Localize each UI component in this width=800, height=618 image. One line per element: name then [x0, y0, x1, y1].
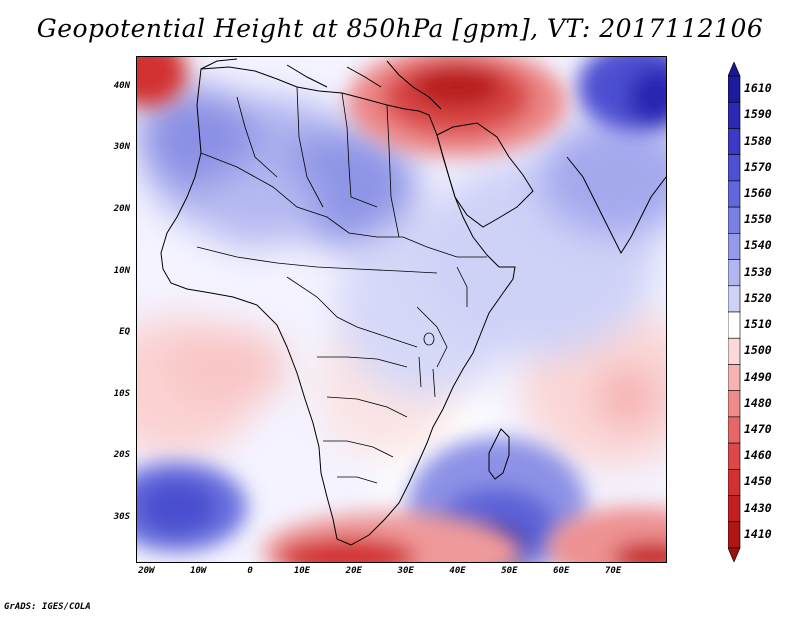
- colorbar-low-arrow: [728, 547, 741, 562]
- colorbar-label: 1540: [744, 238, 772, 253]
- field-subtropical-highs: [137, 57, 666, 562]
- lat-tick-label: 30S: [113, 511, 130, 522]
- lon-tick-label: 60E: [553, 566, 570, 576]
- lat-tick-label: 30N: [113, 142, 130, 153]
- colorbar-swatch: [728, 495, 741, 523]
- africa-coastline: [160, 66, 516, 546]
- map-panel: [136, 56, 667, 563]
- country-borders: [196, 86, 487, 484]
- grads-credit: GrADS: IGES/COLA: [4, 602, 91, 612]
- field-continental-highs: [137, 87, 666, 397]
- colorbar-swatch: [728, 285, 741, 313]
- colorbar-label: 1510: [744, 317, 772, 332]
- colorbar-label: 1410: [744, 526, 772, 541]
- lon-tick-label: 0: [247, 566, 253, 576]
- lon-tick-label: 40E: [449, 566, 466, 576]
- colorbar-label: 1610: [744, 81, 772, 96]
- lat-tick-label: 10N: [113, 265, 130, 276]
- lakes: [418, 332, 436, 398]
- colorbar-label: 1460: [744, 448, 772, 463]
- lat-tick-label: EQ: [119, 327, 130, 338]
- colorbar-label: 1490: [744, 369, 772, 384]
- colorbar-label: 1530: [744, 264, 772, 279]
- colorbar-swatch: [728, 311, 741, 339]
- colorbar-swatch: [728, 75, 741, 103]
- colorbar-label: 1580: [744, 133, 772, 148]
- lat-tick-label: 40N: [113, 80, 130, 91]
- colorbar-swatch: [728, 180, 741, 208]
- colorbar-label: 1520: [744, 290, 772, 305]
- colorbar-swatch: [728, 259, 741, 287]
- colorbar-label: 1480: [744, 395, 772, 410]
- geopotential-map: [137, 57, 666, 562]
- colorbar-swatch: [728, 442, 741, 470]
- colorbar-swatch: [728, 521, 741, 549]
- colorbar-swatch: [728, 233, 741, 260]
- lon-tick-label: 50E: [501, 566, 518, 576]
- colorbar-label: 1590: [744, 107, 772, 122]
- colorbar-swatch: [728, 337, 741, 365]
- colorbar-swatch: [728, 416, 741, 444]
- lat-tick-label: 10S: [113, 388, 130, 399]
- lat-tick-label: 20N: [113, 203, 130, 214]
- lon-tick-label: 20W: [138, 566, 155, 576]
- colorbar-label: 1430: [744, 500, 772, 515]
- colorbar-swatch: [728, 154, 741, 182]
- colorbar-swatch: [728, 469, 741, 496]
- field-lows: [137, 57, 666, 562]
- colorbar-swatch: [728, 390, 741, 418]
- colorbar-label: 1450: [744, 474, 772, 489]
- lon-tick-label: 20E: [345, 566, 362, 576]
- lon-tick-label: 30E: [397, 566, 414, 576]
- colorbar-label: 1560: [744, 186, 772, 200]
- arabia-coastline: [436, 122, 534, 228]
- colorbar-label: 1570: [744, 159, 772, 174]
- europe-coastline: [200, 58, 442, 110]
- lat-tick-label: 20S: [113, 450, 130, 461]
- colorbar-swatch: [728, 206, 741, 234]
- madagascar-coastline: [488, 428, 510, 480]
- lon-tick-label: 10W: [190, 566, 207, 576]
- colorbar-label: 1470: [744, 422, 772, 436]
- india-coastline: [566, 156, 666, 255]
- lon-tick-label: 70E: [604, 566, 622, 576]
- lon-tick-label: 10E: [293, 566, 311, 576]
- colorbar: [728, 62, 741, 562]
- colorbar-swatch: [728, 128, 741, 155]
- colorbar-label: 1500: [744, 343, 772, 358]
- colorbar-swatch: [728, 364, 741, 391]
- colorbar-high-arrow: [728, 62, 741, 77]
- colorbar-label: 1550: [744, 212, 772, 227]
- chart-title: Geopotential Height at 850hPa [gpm], VT:…: [36, 14, 764, 43]
- colorbar-swatch: [728, 101, 741, 129]
